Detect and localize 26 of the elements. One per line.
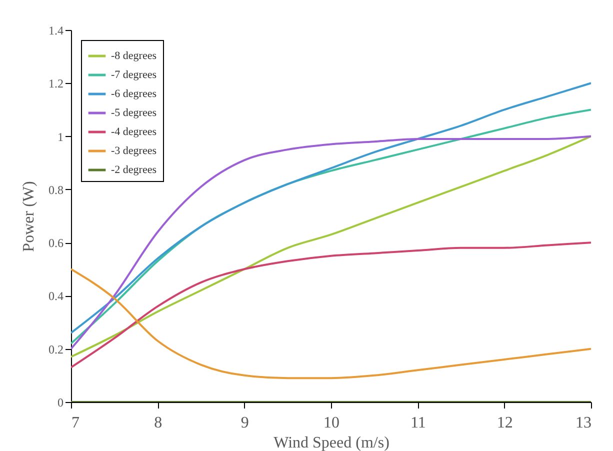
x-tick-label: 7 (72, 414, 80, 432)
x-axis-title: Wind Speed (m/s) (274, 434, 390, 451)
y-tick-label: 0 (58, 396, 64, 410)
legend-label: -6 degrees (111, 88, 157, 100)
x-tick-label: 8 (154, 414, 162, 432)
x-tick-label: 12 (496, 414, 513, 432)
legend-label: -4 degrees (111, 126, 157, 138)
line-series (71, 268, 591, 380)
legend-label: -8 degrees (111, 50, 157, 62)
y-axis-title: Power (W) (20, 181, 38, 252)
y-tick-label: 1.4 (48, 24, 64, 38)
y-tick-label: 0.4 (48, 289, 64, 304)
y-tick-label: 0.6 (48, 236, 64, 250)
legend-label: -7 degrees (111, 69, 157, 81)
x-tick-label: 10 (324, 414, 340, 432)
x-tick-label: 9 (240, 414, 249, 432)
line-series (71, 242, 591, 368)
x-tick-label: 13 (576, 414, 592, 432)
y-tick-label: 0.8 (48, 182, 64, 197)
y-tick-label: 1.2 (48, 76, 64, 91)
legend-label: -3 degrees (111, 145, 157, 157)
y-tick-label: 1 (58, 130, 64, 144)
x-tick-label: 11 (410, 414, 426, 432)
legend-label: -2 degrees (111, 164, 157, 176)
y-tick-label: 0.2 (48, 342, 64, 356)
legend-label: -5 degrees (111, 107, 157, 119)
